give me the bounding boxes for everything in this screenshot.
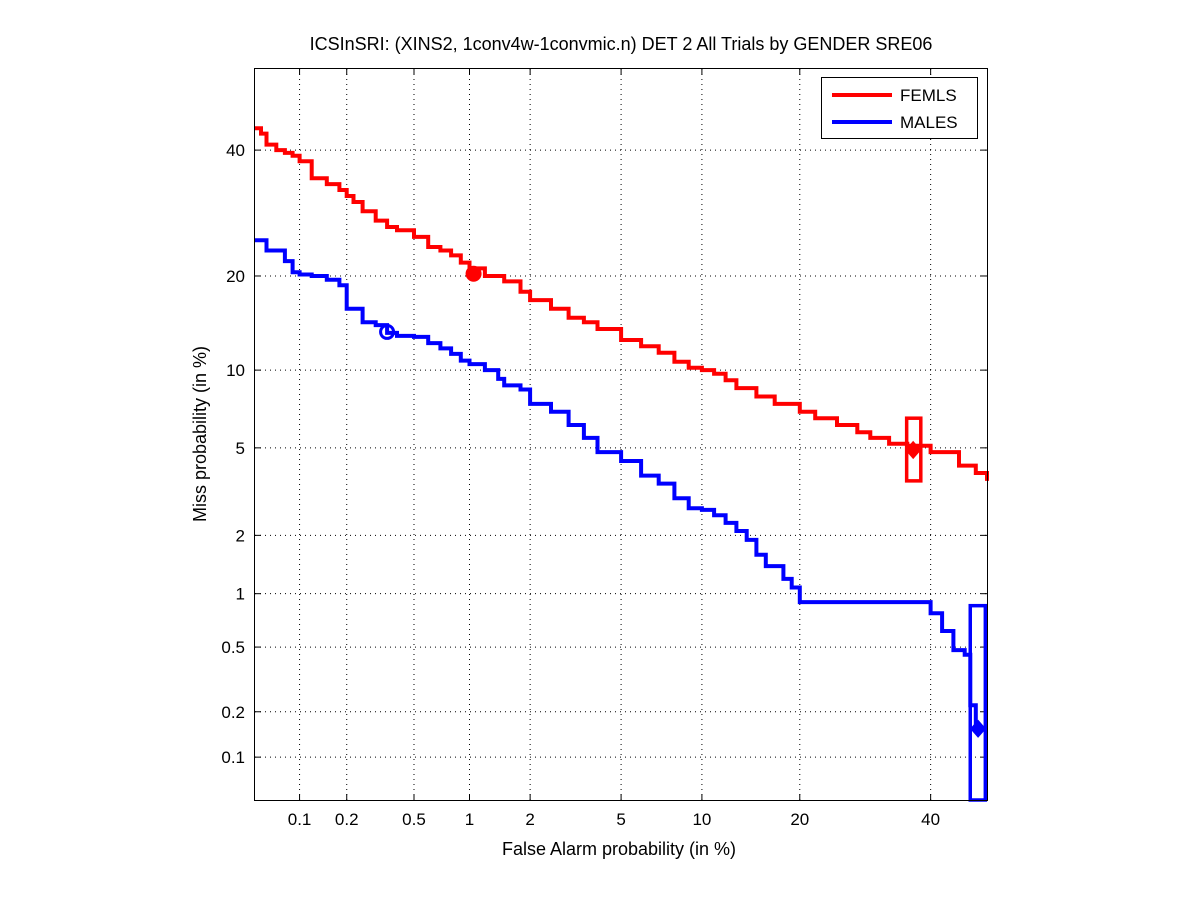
legend-label-femls: FEMLS [900,86,957,105]
legend-label-males: MALES [900,113,958,132]
x-tick-label: 0.1 [288,810,312,829]
y-tick-label: 20 [226,267,245,286]
series-layer [255,126,989,802]
y-tick-label: 5 [236,439,245,458]
x-axis-label: False Alarm probability (in %) [502,839,736,859]
x-tick-label: 1 [465,810,474,829]
y-axis-label: Miss probability (in %) [190,346,210,522]
det-curve-males [255,238,978,729]
chart-title: ICSInSRI: (XINS2, 1conv4w-1convmic.n) DE… [310,34,933,54]
x-tick-label: 0.5 [402,810,426,829]
diamond-marker-males [970,719,987,738]
x-tick-label: 5 [616,810,625,829]
y-tick-label: 2 [236,526,245,545]
series-femls [255,126,989,483]
x-tick-label: 10 [692,810,711,829]
diamond-marker-femls [905,440,922,460]
legend: FEMLS MALES [821,77,978,139]
y-tick-label: 1 [236,585,245,604]
x-tick-label: 0.2 [335,810,359,829]
y-tick-label: 0.2 [221,703,245,722]
plot-frame [254,68,988,801]
x-tick-labels: 0.1 0.2 0.5 1 2 5 10 20 40 [288,810,940,829]
x-tick-label: 40 [921,810,940,829]
y-tick-label: 10 [226,361,245,380]
y-tick-label: 40 [226,141,245,160]
y-tick-label: 0.1 [221,748,245,767]
circle-marker-femls [465,265,482,282]
det-curve-femls [255,126,989,481]
circle-marker-males [379,323,396,340]
y-tick-labels: 0.1 0.2 0.5 1 2 5 10 20 40 [221,141,245,767]
legend-box [821,77,978,139]
x-tick-label: 2 [525,810,534,829]
y-tick-label: 0.5 [221,638,245,657]
x-tick-label: 20 [790,810,809,829]
